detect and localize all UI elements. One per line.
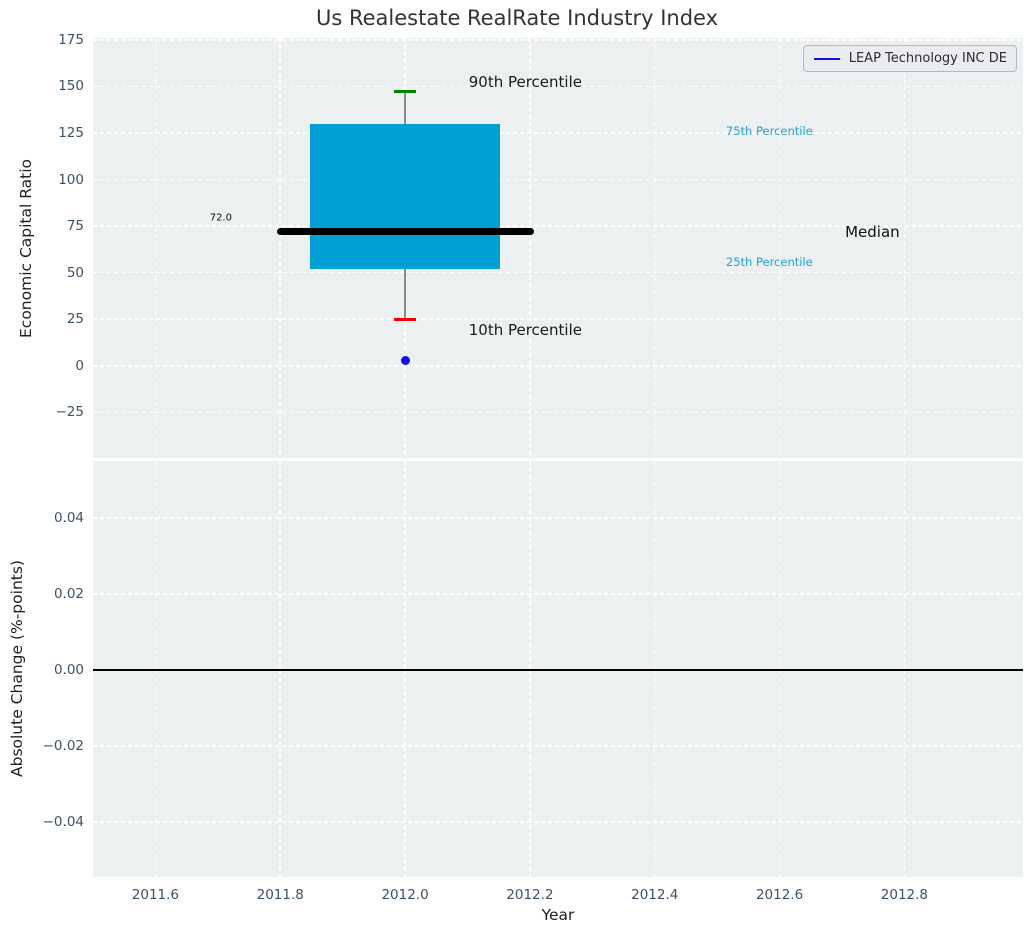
company-point xyxy=(400,355,410,365)
grid-line-horizontal xyxy=(93,318,1023,320)
annotation-median: Median xyxy=(845,222,900,241)
p10-cap xyxy=(394,317,416,321)
x-tick-label: 2011.8 xyxy=(256,887,304,903)
y-axis-label-bottom: Absolute Change (%-points) xyxy=(8,560,26,778)
y-tick-label: 150 xyxy=(58,78,84,95)
grid-line-horizontal xyxy=(93,745,1023,747)
grid-line-horizontal xyxy=(93,85,1023,88)
grid-line-horizontal xyxy=(93,821,1023,823)
y-tick-label: 175 xyxy=(58,31,84,48)
y-tick-label: 0.04 xyxy=(53,509,84,526)
y-tick-label: −0.04 xyxy=(42,813,84,830)
grid-line-vertical xyxy=(529,461,531,877)
grid-line-vertical xyxy=(653,461,656,877)
chart-title: Us Realestate RealRate Industry Index xyxy=(315,6,718,30)
p90-cap xyxy=(394,89,416,93)
grid-line-vertical xyxy=(404,461,406,877)
y-tick-label: 25 xyxy=(66,311,84,328)
grid-line-horizontal xyxy=(93,178,1023,181)
x-tick-label: 2012.2 xyxy=(506,887,554,903)
x-tick-label: 2012.8 xyxy=(880,887,929,903)
grid-line-vertical xyxy=(903,38,906,458)
annotation-75th-percentile: 75th Percentile xyxy=(725,124,813,139)
x-tick-label: 2012.0 xyxy=(381,887,429,903)
y-tick-label: 0 xyxy=(75,357,84,374)
grid-line-vertical xyxy=(154,38,157,458)
annotation-25th-percentile: 25th Percentile xyxy=(725,254,813,269)
y-tick-label: 75 xyxy=(66,218,84,235)
y-tick-label: 100 xyxy=(58,171,84,188)
zero-line xyxy=(93,669,1023,671)
grid-line-vertical xyxy=(903,461,906,877)
grid-line-horizontal xyxy=(93,39,1023,41)
grid-line-horizontal xyxy=(93,593,1023,595)
grid-line-horizontal xyxy=(93,225,1023,227)
axes-economic-capital-ratio: LEAP Technology INC DE 175 150 125 100 75 50 2… xyxy=(56,32,1023,458)
y-tick-label: 50 xyxy=(66,264,84,281)
legend-label: LEAP Technology INC DE xyxy=(848,51,1007,66)
grid-line-vertical xyxy=(279,461,281,877)
grid-line-vertical xyxy=(529,38,531,458)
y-tick-label: 125 xyxy=(58,124,84,141)
grid-line-vertical xyxy=(154,461,157,877)
x-axis-label: Year xyxy=(541,906,575,924)
y-tick-label: −0.02 xyxy=(42,737,84,754)
y-tick-label: 0.02 xyxy=(53,585,84,602)
grid-line-vertical xyxy=(653,38,656,458)
x-tick-label: 2011.6 xyxy=(131,887,180,903)
median-line xyxy=(276,228,534,236)
grid-line-vertical xyxy=(279,38,281,458)
legend-line-swatch xyxy=(813,57,840,60)
grid-line-horizontal xyxy=(93,365,1023,367)
legend: LEAP Technology INC DE xyxy=(802,45,1017,72)
y-axis-label-top: Economic Capital Ratio xyxy=(17,158,35,338)
axes-absolute-change: 0.04 0.02 0.00 −0.02 −0.04 2011.6 2011.8 2012.0… xyxy=(43,461,1023,903)
y-tick-label: −25 xyxy=(55,404,85,421)
grid-line-horizontal xyxy=(93,271,1023,274)
iqr-box xyxy=(310,123,500,269)
y-tick-label: 0.00 xyxy=(53,661,84,678)
x-tick-label: 2012.4 xyxy=(631,887,679,903)
grid-line-vertical xyxy=(778,38,781,458)
grid-line-horizontal xyxy=(93,517,1023,519)
annotation-90th-percentile: 90th Percentile xyxy=(468,72,582,91)
x-tick-label: 2012.6 xyxy=(755,887,804,903)
annotation-10th-percentile: 10th Percentile xyxy=(468,321,582,340)
grid-line-vertical xyxy=(778,461,781,877)
annotation-72-0: 72.0 xyxy=(209,212,232,224)
grid-line-horizontal xyxy=(93,411,1023,414)
grid-line-horizontal xyxy=(93,132,1023,134)
